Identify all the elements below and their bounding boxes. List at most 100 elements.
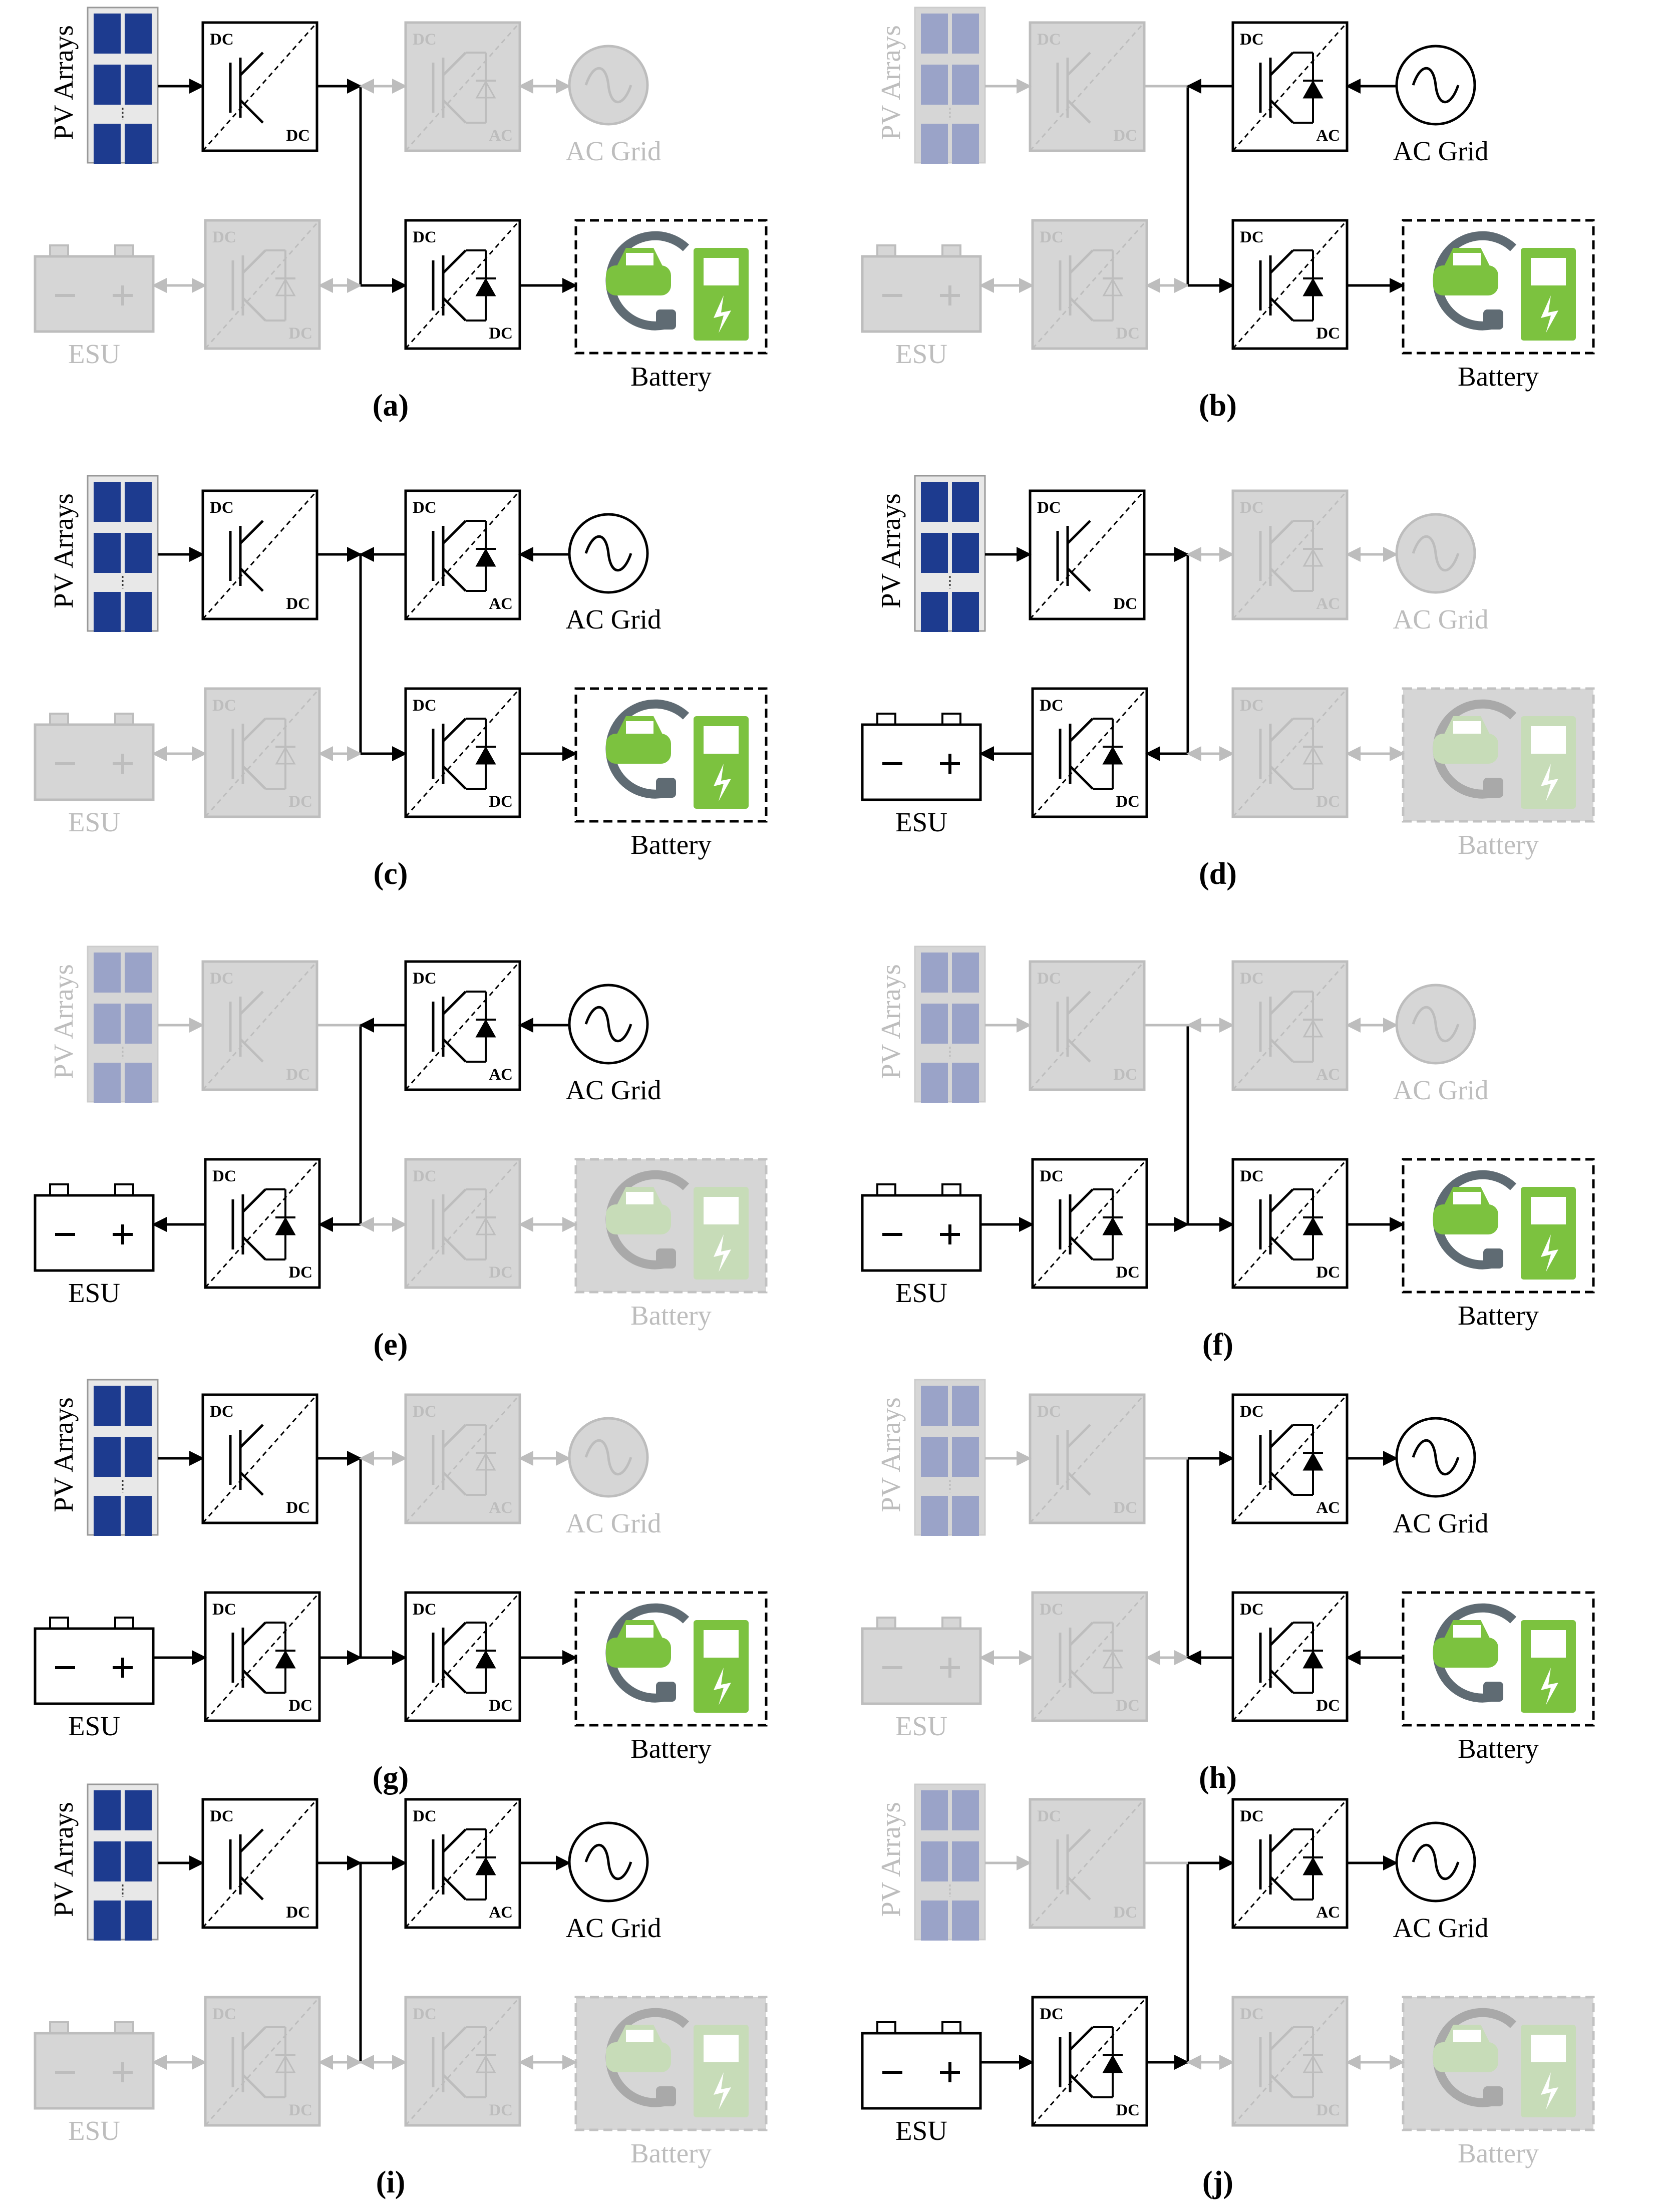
- battery-label: Battery: [630, 361, 712, 392]
- panel-caption: (b): [1199, 389, 1237, 423]
- sine-wave-icon: [584, 1439, 632, 1475]
- dc-ac-converter: DC AC: [404, 489, 521, 620]
- ev-battery-charger: Battery: [574, 219, 768, 392]
- converter-output-label: AC: [1316, 1904, 1340, 1922]
- diode-symbol: [1302, 1856, 1324, 1875]
- esu-label: ESU: [895, 1278, 947, 1308]
- dc-ac-converter: DC AC: [1231, 1798, 1349, 1929]
- pv-cell: [125, 1496, 152, 1536]
- transistor-emitter: [1269, 1471, 1294, 1496]
- pv-cell: [94, 14, 121, 54]
- charger-screen: [704, 1197, 739, 1224]
- diode-symbol: [1102, 746, 1123, 765]
- pv-cell: [921, 1790, 948, 1830]
- battery-terminal: [876, 713, 896, 726]
- sine-wave-icon: [584, 1006, 632, 1042]
- transistor-collector: [1269, 249, 1294, 274]
- pv-cell: [125, 592, 152, 632]
- bidirectional-dc-dc-converter: DC DC: [1231, 1996, 1349, 2127]
- battery-terminal: [49, 2021, 69, 2034]
- battery-terminal: [49, 713, 69, 726]
- sine-wave-icon: [1412, 1439, 1460, 1475]
- ac-grid: AC Grid: [1393, 1821, 1488, 1943]
- pv-array: PV Arrays: [48, 945, 159, 1103]
- converter-input-label: DC: [1240, 1167, 1264, 1185]
- sine-wave-icon: [584, 535, 632, 571]
- transistor-emitter: [1269, 1669, 1294, 1694]
- lightning-icon: [1541, 295, 1558, 333]
- converter-diagonal: [204, 688, 320, 817]
- pv-cell: [952, 953, 979, 993]
- transistor-emitter: [1269, 1236, 1294, 1260]
- esu: ESU: [861, 713, 982, 837]
- battery-terminal: [49, 1617, 69, 1630]
- plug-icon: [656, 309, 676, 330]
- battery-icon: [861, 1627, 982, 1705]
- transistor-emitter: [1269, 99, 1294, 124]
- battery-terminal: [941, 2021, 961, 2034]
- transistor-collector: [1069, 718, 1094, 742]
- diode-symbol: [475, 1019, 496, 1038]
- converter-output-label: AC: [489, 1499, 513, 1517]
- diode-symbol: [1102, 2054, 1123, 2073]
- bidirectional-dc-dc-converter: DC DC: [204, 1158, 321, 1289]
- transistor-emitter: [442, 2074, 467, 2098]
- transistor-collector: [442, 991, 467, 1015]
- transistor-emitter: [1067, 99, 1091, 124]
- plug-icon: [656, 778, 676, 798]
- ev-battery-charger: Battery: [574, 1996, 768, 2168]
- converter-input-label: DC: [1240, 2005, 1264, 2023]
- converter-input-label: DC: [1040, 697, 1064, 715]
- charger-screen: [1531, 258, 1566, 285]
- car-icon: [606, 265, 671, 295]
- panel-caption: (a): [373, 389, 409, 423]
- esu-label: ESU: [68, 1711, 120, 1741]
- converter-diagonal: [405, 220, 521, 349]
- dc-dc-converter: DC DC: [201, 489, 318, 620]
- charger-screen: [1531, 2035, 1566, 2062]
- panel-caption: (i): [376, 2165, 406, 2199]
- pv-cell: [952, 1901, 979, 1941]
- pv-cell: [921, 1901, 948, 1941]
- panel-caption: (g): [373, 1761, 409, 1795]
- car-window: [626, 721, 653, 734]
- transistor-collector: [1269, 52, 1294, 76]
- ev-battery-charger: Battery: [1402, 687, 1595, 860]
- car-icon: [606, 734, 671, 764]
- transistor-emitter: [442, 1038, 467, 1063]
- pv-cell: [94, 124, 121, 164]
- pv-cell: [125, 14, 152, 54]
- transistor-collector: [1067, 520, 1091, 544]
- transistor-collector: [1269, 718, 1294, 742]
- converter-input-label: DC: [1240, 1601, 1264, 1619]
- pv-cell: [125, 1790, 152, 1830]
- diode-symbol: [275, 2054, 296, 2073]
- converter-input-label: DC: [413, 499, 437, 517]
- converter-diagonal: [405, 961, 521, 1090]
- transistor-emitter: [242, 2074, 266, 2098]
- converter-diagonal: [405, 1159, 521, 1288]
- mode-panel-j: PV Arrays DC DC DC AC AC Grid ESU DC DC DC DC Batte…: [861, 1783, 1595, 2199]
- ac-grid: AC Grid: [1393, 45, 1488, 166]
- pv-array: PV Arrays: [48, 475, 159, 632]
- converter-output-label: DC: [288, 1697, 312, 1715]
- transistor-emitter: [442, 765, 467, 790]
- battery-icon: [861, 723, 982, 801]
- converter-output-label: DC: [1316, 1263, 1340, 1282]
- bidirectional-dc-dc-converter: DC DC: [1031, 687, 1148, 818]
- converter-diagonal: [202, 22, 318, 151]
- converter-input-label: DC: [1240, 228, 1264, 246]
- ev-battery-charger: Battery: [1402, 1591, 1595, 1764]
- dc-ac-converter: DC AC: [404, 960, 521, 1091]
- dc-dc-converter: DC DC: [1029, 1393, 1146, 1524]
- converter-diagonal: [202, 1394, 318, 1523]
- transistor-collector: [1269, 520, 1294, 544]
- bidirectional-dc-dc-converter: DC DC: [1231, 1591, 1349, 1722]
- converter-output-label: DC: [1113, 1499, 1137, 1517]
- transistor-collector: [239, 1424, 264, 1448]
- transistor-collector: [1067, 1424, 1091, 1448]
- plug-icon: [1483, 309, 1503, 330]
- bidirectional-dc-dc-converter: DC DC: [204, 219, 321, 350]
- battery-terminal: [114, 713, 134, 726]
- transistor-collector: [1067, 52, 1091, 76]
